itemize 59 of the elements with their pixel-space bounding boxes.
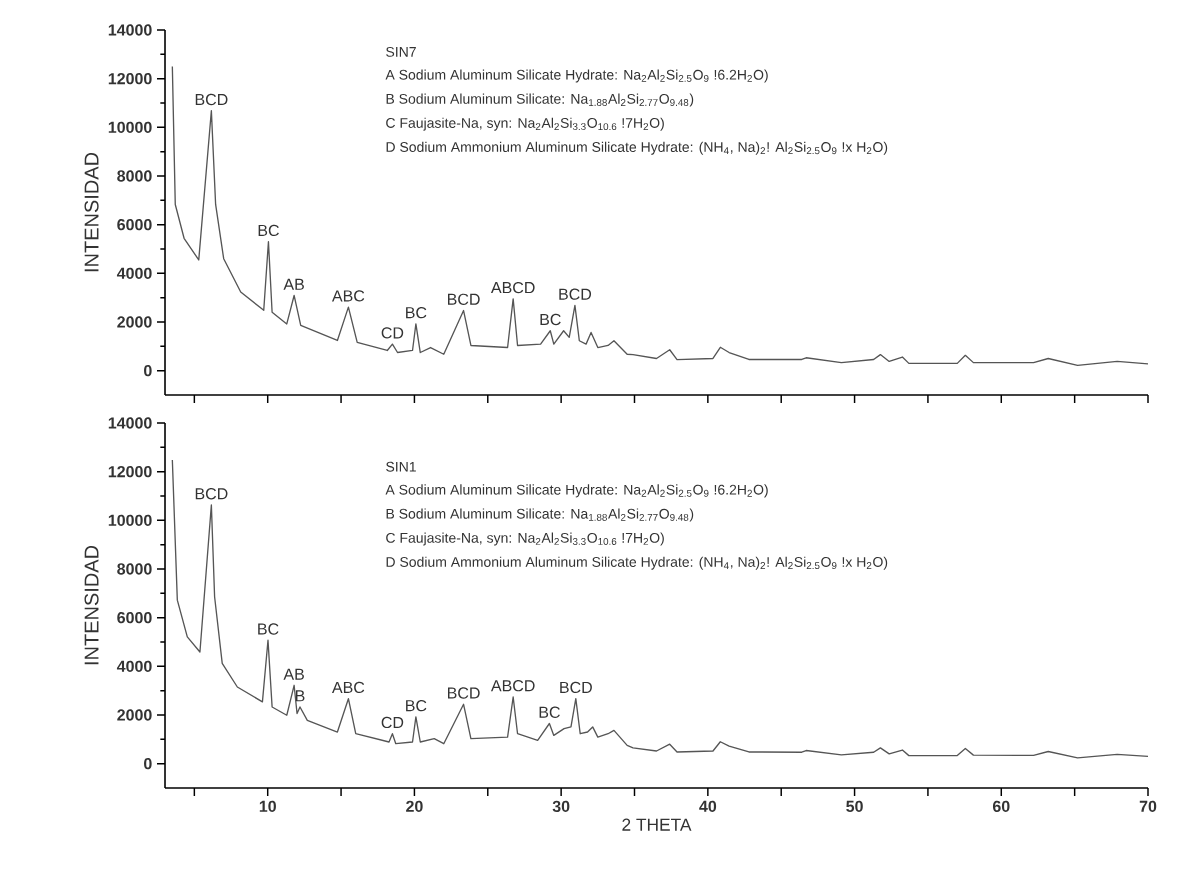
annotation: BC (406, 307, 427, 319)
text: B Sodium Aluminum Silicate: Na$_{1.88}$Al$_{2}$Si$_{2.77}$O$_{9.48}$) (386, 93, 694, 107)
text: D Sodium Ammonium Aluminum Silicate Hydrate: (NH$_{4}$, Na)$_{2}$! Al$_{2}$Si$_{2.5}$O$_{9}$ !x H$_{2}$O) (386, 556, 888, 570)
y-tick-label: 10000 (108, 121, 152, 133)
annotation: BC (540, 313, 561, 326)
line-series (171, 65, 1149, 367)
y-tick-label: 12000 (108, 73, 152, 85)
x-tick-label: 20 (406, 800, 423, 813)
y-tick-label: 2000 (117, 709, 152, 721)
y-tick-label: 0 (144, 757, 152, 770)
x-tick-label: 10 (259, 800, 276, 813)
y-tick-label: 8000 (117, 563, 152, 575)
annotation: ABCD (490, 680, 535, 692)
annotation: BCD (195, 93, 228, 106)
y-tick-label: 4000 (116, 660, 152, 672)
line-series (171, 459, 1149, 759)
annotation: ABC (331, 681, 365, 694)
annotation: BC (539, 706, 560, 718)
annotation: BC (258, 224, 279, 237)
annotation: BCD (559, 288, 592, 300)
text: D Sodium Ammonium Aluminum Silicate Hydrate: (NH$_{4}$, Na)$_{2}$! Al$_{2}$Si$_{2.5}$O$_{9}$ !x H$_{2}$O) (386, 141, 888, 155)
y-tick-label: 10000 (108, 514, 152, 526)
y-tick-label: 2000 (117, 316, 152, 328)
x-tick-label: 50 (846, 800, 863, 813)
y-axis-title: INTENSIDAD (84, 152, 99, 272)
annotation: SIN7 (386, 46, 416, 57)
x-tick-label: 40 (699, 800, 717, 813)
annotation: BC (406, 700, 427, 712)
x-tick-label: 30 (552, 800, 570, 813)
y-tick-label: 14000 (108, 24, 152, 36)
annotation: CD (381, 716, 404, 729)
annotation: CD (381, 327, 404, 339)
annotation: SIN1 (386, 461, 416, 472)
annotation: BCD (448, 293, 480, 305)
annotation: BCD (560, 681, 592, 694)
annotation: ABC (331, 290, 365, 302)
y-tick-label: 6000 (117, 611, 152, 624)
y-tick-label: 12000 (108, 466, 152, 478)
x-tick-label: 70 (1139, 800, 1157, 813)
text: C Faujasite-Na, syn: Na$_{2}$Al$_{2}$Si$_{3.3}$O$_{10.6}$ !7H$_{2}$O) (386, 117, 664, 131)
text: A Sodium Aluminum Silicate Hydrate: Na$_{2}$Al$_{2}$Si$_{2.5}$O$_{9}$ !6.2H$_{2}$O) (385, 484, 768, 498)
y-tick-label: 8000 (117, 170, 152, 182)
y-tick-label: 6000 (117, 219, 152, 231)
annotation: BCD (195, 488, 228, 500)
annotation: BCD (448, 687, 480, 699)
annotation: BC (258, 623, 279, 635)
y-tick-label: 0 (144, 364, 152, 377)
y-tick-label: 4000 (116, 267, 152, 279)
x-axis-title: 2 THETA (622, 818, 692, 831)
annotation: ABCD (490, 281, 535, 294)
annotation: AB (283, 668, 304, 680)
text: C Faujasite-Na, syn: Na$_{2}$Al$_{2}$Si$_{3.3}$O$_{10.6}$ !7H$_{2}$O) (386, 532, 664, 546)
text: A Sodium Aluminum Silicate Hydrate: Na$_{2}$Al$_{2}$Si$_{2.5}$O$_{9}$ !6.2H$_{2}$O) (385, 69, 768, 83)
x-tick-label: 60 (992, 800, 1010, 813)
y-tick-label: 14000 (108, 417, 152, 429)
annotation: AB (283, 278, 304, 290)
text: B Sodium Aluminum Silicate: Na$_{1.88}$Al$_{2}$Si$_{2.77}$O$_{9.48}$) (386, 508, 694, 522)
y-axis-title: INTENSIDAD (84, 545, 99, 665)
annotation: B (295, 690, 305, 702)
